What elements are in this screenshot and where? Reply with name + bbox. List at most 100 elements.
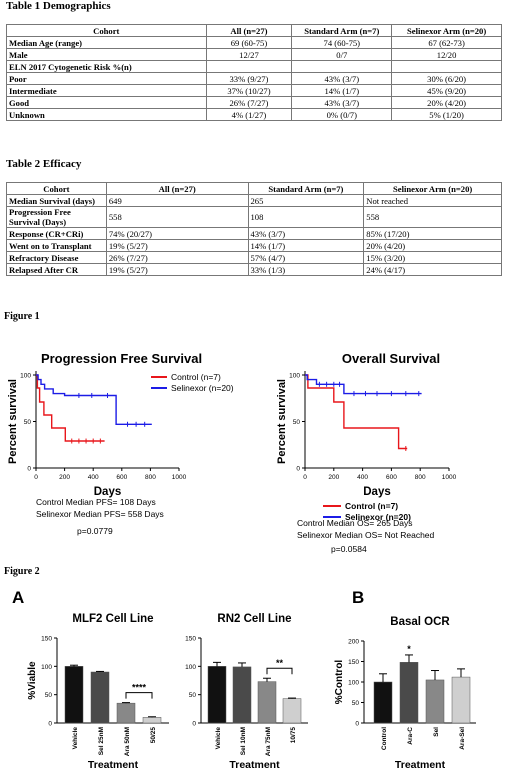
y-tick-label: 100 [20, 373, 31, 380]
y-axis-label: Percent survival [276, 379, 288, 464]
table-cell: 19% (5/27) [105, 263, 249, 276]
x-tick-label: Sel 10nM [240, 727, 247, 755]
bar [425, 679, 445, 724]
bar [451, 676, 471, 724]
x-tick-label: Vehicle [215, 727, 222, 750]
y-axis-label: %Control [334, 660, 345, 705]
x-axis-label: Days [94, 486, 122, 498]
y-tick-label: 0 [48, 721, 52, 728]
survival-curve-1 [36, 374, 152, 425]
table-row: Unknown 4% (1/27) 0% (0/7) 5% (1/20) [6, 108, 502, 121]
row-label: Relapsed After CR [6, 263, 107, 276]
y-tick-label: 0 [355, 721, 359, 728]
table-cell: 33% (1/3) [247, 263, 365, 276]
survival-curve-0 [36, 374, 105, 442]
x-tick-label: Sel 25nM [98, 727, 105, 755]
figure2-label: Figure 2 [4, 566, 40, 577]
x-axis-label: Days [363, 486, 391, 498]
significance-label: **** [132, 683, 147, 693]
y-tick-label: 0 [27, 466, 31, 473]
os-selinexor-median: Selinexor Median OS= Not Reached [297, 530, 435, 540]
bar [64, 666, 84, 724]
panel-a-label: A [12, 588, 24, 607]
y-tick-label: 150 [348, 659, 359, 666]
panel-b-label: B [352, 588, 364, 607]
chart-title: MLF2 Cell Line [72, 613, 153, 625]
chart-title: Overall Survival [342, 351, 440, 366]
x-tick-label: 10/75 [290, 727, 297, 744]
bar [282, 698, 302, 724]
os-control-median: Control Median OS= 265 Days [297, 518, 413, 528]
y-tick-label: 150 [185, 636, 196, 643]
y-tick-label: 100 [289, 373, 300, 380]
table-cell: 24% (4/17) [363, 263, 502, 276]
table2-caption: Table 2 Efficacy [6, 158, 82, 170]
legend-label: Control (n=7) [345, 501, 398, 511]
y-axis-label: Percent survival [7, 379, 19, 464]
bar [257, 681, 277, 724]
table-row: Median Age (range) 69 (60-75) 74 (60-75) 67… [6, 36, 502, 49]
significance-bracket [266, 667, 293, 675]
y-tick-label: 150 [41, 636, 52, 643]
x-tick-label: Control [381, 727, 388, 750]
y-tick-label: 50 [45, 692, 53, 699]
chart-title: Basal OCR [390, 616, 450, 628]
x-tick-label: Ara-C [407, 727, 414, 745]
x-axis-label: Treatment [88, 759, 139, 771]
x-tick-label: 200 [328, 474, 339, 481]
y-tick-label: 50 [352, 700, 360, 707]
x-tick-label: Sel [433, 727, 440, 737]
pfs-pvalue: p=0.0779 [77, 526, 113, 536]
y-tick-label: 100 [41, 664, 52, 671]
table-row: ELN 2017 Cytogenetic Risk %(n) [6, 60, 502, 73]
chart-title: RN2 Cell Line [217, 613, 291, 625]
bar [232, 666, 252, 724]
table-row: Good 26% (7/27) 43% (3/7) 20% (4/20) [6, 96, 502, 109]
bar [399, 662, 419, 724]
table-row: Refractory Disease 26% (7/27) 57% (4/7) 15%… [6, 251, 502, 264]
y-tick-label: 100 [348, 680, 359, 687]
table-row: Response (CR+CRi) 74% (20/27) 43% (3/7) 85%… [6, 227, 502, 240]
x-axis-label: Treatment [229, 759, 280, 771]
y-tick-label: 50 [24, 419, 32, 426]
survival-curve-0 [305, 374, 408, 450]
y-tick-label: 50 [293, 419, 301, 426]
legend-label: Control (n=7) [171, 372, 221, 382]
significance-bracket [125, 692, 153, 699]
x-tick-label: 400 [357, 474, 368, 481]
x-tick-label: 800 [415, 474, 426, 481]
demographics-table: Cohort All (n=27) Standard Arm (n=7) Seline… [6, 24, 502, 121]
chart-title: Progression Free Survival [41, 351, 202, 366]
x-tick-label: 50/25 [150, 727, 157, 744]
x-tick-label: 200 [59, 474, 70, 481]
os-pvalue: p=0.0584 [331, 544, 367, 554]
table-cell: 5% (1/20) [391, 108, 502, 121]
efficacy-table: Cohort All (n=27) Standard Arm (n=7) Seline… [6, 182, 502, 276]
row-label: Went on to Transplant [6, 239, 107, 252]
bar [90, 671, 110, 724]
legend-label: Selinexor (n=20) [171, 383, 234, 393]
x-tick-label: Vehicle [72, 727, 79, 750]
x-tick-label: 600 [386, 474, 397, 481]
y-tick-label: 100 [185, 664, 196, 671]
bar [373, 681, 393, 724]
y-tick-label: 200 [348, 639, 359, 646]
x-tick-label: 400 [88, 474, 99, 481]
bar [142, 717, 162, 724]
x-axis-label: Treatment [395, 759, 446, 771]
significance-label: * [407, 644, 411, 654]
pfs-control-median: Control Median PFS= 108 Days [36, 497, 156, 507]
y-tick-label: 50 [189, 692, 197, 699]
table-row: Relapsed After CR 19% (5/27) 33% (1/3) 24% … [6, 263, 502, 276]
survival-curve-1 [305, 374, 422, 395]
pfs-selinexor-median: Selinexor Median PFS= 558 Days [36, 509, 164, 519]
x-tick-label: 1000 [172, 474, 187, 481]
figure1-label: Figure 1 [4, 311, 40, 322]
x-tick-label: Ara 50nM [124, 727, 131, 756]
x-tick-label: 0 [303, 474, 307, 481]
table1-caption: Table 1 Demographics [6, 0, 111, 12]
x-tick-label: 800 [145, 474, 156, 481]
y-tick-label: 0 [296, 466, 300, 473]
bar [207, 666, 227, 724]
